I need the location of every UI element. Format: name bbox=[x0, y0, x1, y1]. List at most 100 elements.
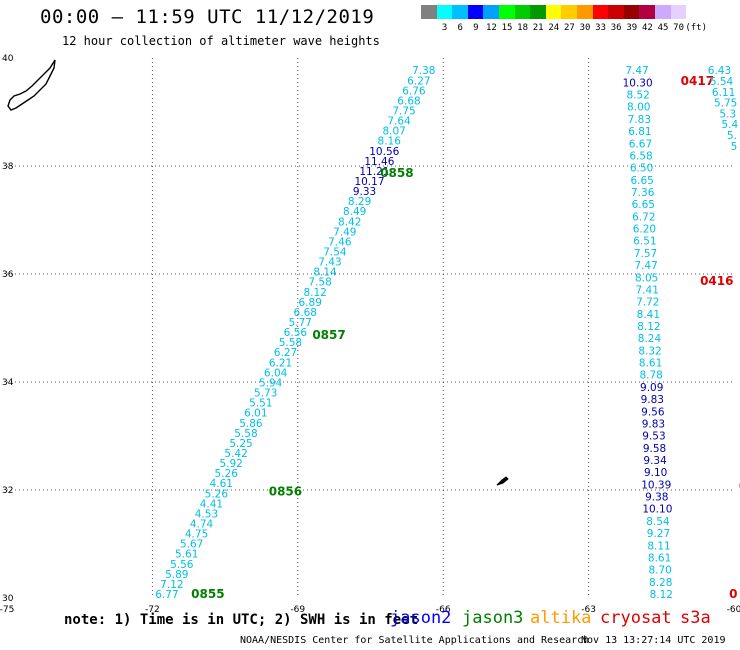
pass-time-label: 0857 bbox=[312, 328, 345, 342]
wave-height-value: 4.75 bbox=[185, 529, 208, 541]
scale-label: 21 bbox=[532, 23, 544, 33]
wave-height-value: 5.26 bbox=[215, 468, 239, 480]
pass-time-label: 0855 bbox=[191, 587, 224, 601]
pass-time-label: 0858 bbox=[380, 166, 413, 180]
island bbox=[496, 476, 509, 486]
lat-tick-label: 34 bbox=[2, 378, 14, 388]
wave-height-value: 9.53 bbox=[642, 431, 665, 443]
wave-height-value: 9.56 bbox=[641, 406, 665, 418]
wave-height-value: 8.32 bbox=[638, 345, 661, 357]
scale-swatch bbox=[514, 5, 531, 19]
scale-swatch bbox=[499, 5, 515, 19]
wave-height-value: 6.43 bbox=[708, 65, 731, 77]
wave-height-value: 6.76 bbox=[402, 85, 426, 97]
wave-height-value: 8.52 bbox=[626, 90, 649, 102]
scale-label: 45 bbox=[657, 23, 669, 33]
wave-height-value: 6.11 bbox=[712, 87, 735, 99]
wave-height-value: 6.68 bbox=[397, 95, 420, 107]
wave-height-value: 8.54 bbox=[646, 516, 670, 528]
wave-height-value: 4.53 bbox=[195, 508, 218, 520]
footer-timestamp: Nov 13 13:27:14 UTC 2019 bbox=[581, 635, 726, 646]
wave-height-value: 6.58 bbox=[629, 150, 652, 162]
wave-height-value: 7.47 bbox=[634, 260, 657, 272]
wave-height-value: 7.41 bbox=[636, 284, 659, 296]
wave-height-value: 6.81 bbox=[628, 126, 651, 138]
wave-height-value: 5.73 bbox=[254, 388, 277, 400]
wave-height-value: 8.00 bbox=[627, 102, 650, 114]
wave-height-value: 9.10 bbox=[644, 467, 667, 479]
scale-label: 12 bbox=[485, 23, 497, 33]
wave-height-value: 7.75 bbox=[392, 105, 415, 117]
wave-height-value: 9.27 bbox=[647, 528, 670, 540]
wave-height-value: 5.26 bbox=[205, 488, 229, 500]
wave-height-value: 7.83 bbox=[628, 114, 651, 126]
wave-height-value: 8.16 bbox=[378, 136, 402, 148]
legend-altika: altika bbox=[530, 608, 592, 628]
lat-tick-label: 36 bbox=[2, 270, 14, 280]
wave-height-value: 5.77 bbox=[289, 317, 312, 329]
pass-time-label: 0416 bbox=[700, 274, 733, 288]
wave-height-value: 6.65 bbox=[632, 199, 655, 211]
scale-swatch bbox=[670, 5, 687, 19]
wave-height-value: 6.20 bbox=[633, 224, 656, 236]
wave-height-value: 5.4 bbox=[721, 119, 738, 131]
wave-height-value: 8.61 bbox=[648, 552, 671, 564]
lon-tick-label: -66 bbox=[436, 605, 451, 615]
scale-swatch bbox=[639, 5, 655, 19]
footer-credit: NOAA/NESDIS Center for Satellite Applica… bbox=[240, 635, 590, 646]
wave-height-value: 9.58 bbox=[643, 443, 666, 455]
wave-height-value: 6.56 bbox=[284, 327, 308, 339]
wave-height-value: 7.54 bbox=[323, 247, 347, 259]
wave-height-value: 8.11 bbox=[647, 540, 670, 552]
wave-height-value: 8.41 bbox=[637, 309, 660, 321]
wave-height-value: 6.27 bbox=[274, 347, 297, 359]
scale-swatch bbox=[483, 5, 499, 19]
wave-height-value: 10.17 bbox=[354, 176, 384, 188]
page-subtitle: 12 hour collection of altimeter wave hei… bbox=[62, 34, 380, 48]
lat-tick-label: 32 bbox=[2, 486, 13, 496]
wave-height-value: 6.50 bbox=[630, 163, 653, 175]
wave-height-value: 8.12 bbox=[637, 321, 660, 333]
wave-height-value: 10.39 bbox=[641, 479, 671, 491]
scale-label: 18 bbox=[517, 23, 529, 33]
pass-time-label: 0856 bbox=[269, 484, 302, 498]
wave-height-value: 8.14 bbox=[313, 267, 337, 279]
scale-swatch bbox=[545, 5, 562, 19]
lon-tick-label: -69 bbox=[290, 605, 305, 615]
scale-label: 30 bbox=[579, 23, 591, 33]
page-title: 00:00 – 11:59 UTC 11/12/2019 bbox=[40, 6, 375, 28]
scale-label: 33 bbox=[595, 23, 607, 33]
scale-label: 36 bbox=[610, 23, 622, 33]
wave-height-value: 7.72 bbox=[636, 297, 659, 309]
scale-label: 27 bbox=[563, 23, 575, 33]
wave-height-value: 7.43 bbox=[318, 257, 341, 269]
scale-swatch bbox=[577, 5, 593, 19]
wave-height-value: 7.46 bbox=[328, 236, 352, 248]
scale-swatch bbox=[452, 5, 468, 19]
wave-height-value: 5.25 bbox=[229, 438, 252, 450]
wave-height-value: 5.92 bbox=[219, 458, 242, 470]
wave-height-value: 7.64 bbox=[387, 116, 411, 128]
wave-height-value: 5.56 bbox=[170, 559, 194, 571]
wave-height-value: 6.65 bbox=[630, 175, 653, 187]
scale-label: 3 bbox=[441, 23, 448, 33]
wave-height-value: 10.56 bbox=[369, 146, 399, 158]
wave-height-value: 6.21 bbox=[269, 357, 292, 369]
wave-height-value: 7.36 bbox=[631, 187, 655, 199]
wave-height-value: 5.61 bbox=[175, 549, 198, 561]
scale-label: 9 bbox=[473, 23, 479, 33]
wave-height-value: 6.89 bbox=[299, 297, 322, 309]
wave-height-value: 8.29 bbox=[348, 196, 371, 208]
scale-label: 39 bbox=[626, 23, 638, 33]
wave-height-value: 9.09 bbox=[640, 382, 663, 394]
wave-height-value: 11.46 bbox=[364, 156, 394, 168]
scale-swatch bbox=[467, 5, 484, 19]
wave-height-value: 5.3 bbox=[719, 108, 736, 120]
wave-height-value: 10.10 bbox=[642, 504, 672, 516]
scale-label: 70 bbox=[673, 23, 685, 33]
wave-height-value: 5 bbox=[731, 141, 738, 153]
scale-swatch bbox=[421, 5, 437, 19]
wave-height-value: 8.07 bbox=[382, 126, 405, 138]
wave-height-value: 8.24 bbox=[638, 333, 662, 345]
lat-tick-label: 40 bbox=[2, 54, 14, 64]
